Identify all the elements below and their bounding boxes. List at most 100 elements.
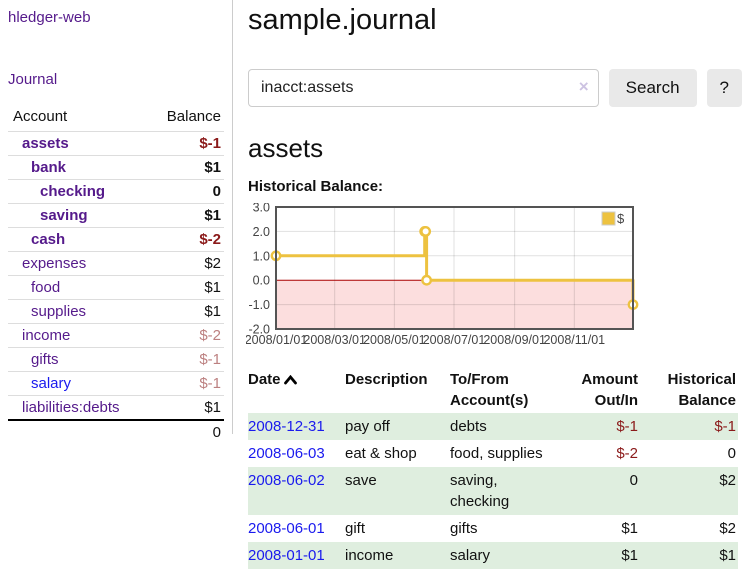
- data-point-marker: [421, 274, 433, 286]
- register-row: 2008-06-02 save saving, checking 0 $2: [248, 466, 738, 515]
- register-row: 2008-12-31 pay off debts $-1 $-1: [248, 412, 738, 440]
- x-axis-tick-label: 2008/09/01: [483, 333, 546, 347]
- accounts-table: Account Balance assets $-1 bank $1 checking 0…: [8, 105, 224, 444]
- register-cell-accounts: salary: [450, 546, 491, 564]
- account-balance: 0: [146, 179, 224, 204]
- accounts-total-row: 0: [8, 419, 224, 444]
- sort-ascending-icon: [283, 374, 297, 385]
- y-axis-tick-label: 1.0: [253, 249, 270, 263]
- register-header-date[interactable]: Date: [248, 369, 345, 413]
- register-cell-amount: $-2: [616, 444, 638, 462]
- account-balance: $2: [146, 251, 224, 276]
- register-header-row: Date Description To/From Account(s) Amou…: [248, 369, 738, 413]
- register-cell-accounts: food, supplies: [450, 444, 543, 462]
- register-cell-description: income: [345, 546, 394, 564]
- register-cell-balance: $-1: [714, 417, 736, 435]
- main-panel: sample.journal × Search ? assets Histori…: [245, 0, 742, 569]
- search-button[interactable]: Search: [608, 68, 697, 107]
- account-link[interactable]: food: [31, 279, 61, 296]
- register-header-amount: Amount Out/In: [581, 370, 638, 409]
- legend-swatch: [601, 211, 616, 226]
- help-button[interactable]: ?: [706, 68, 742, 107]
- register-cell-amount: $1: [621, 519, 638, 537]
- account-row: liabilities:debts $1: [8, 395, 224, 420]
- y-axis-tick-label: -1.0: [248, 298, 270, 312]
- register-row: 2008-01-01 income salary $1 $1: [248, 541, 738, 569]
- account-balance: $-1: [146, 131, 224, 156]
- register-cell-date: 2008-01-01: [248, 542, 345, 569]
- brand-link[interactable]: hledger-web: [8, 9, 91, 26]
- chart-title: Historical Balance:: [248, 177, 384, 195]
- sidebar-nav: Journal: [8, 71, 224, 88]
- search-box: ×: [248, 68, 599, 107]
- search-input[interactable]: [248, 68, 599, 107]
- account-balance: $1: [146, 275, 224, 300]
- account-link[interactable]: expenses: [22, 255, 87, 272]
- y-axis-tick-label: 3.0: [253, 203, 270, 215]
- date-link[interactable]: 2008-12-31: [248, 417, 325, 435]
- register-cell-balance: $2: [719, 519, 736, 537]
- page-title: sample.journal: [248, 4, 437, 36]
- register-cell-description: save: [345, 471, 377, 489]
- date-link[interactable]: 2008-06-03: [248, 444, 325, 462]
- account-link[interactable]: gifts: [31, 351, 59, 368]
- sidebar: hledger-web Journal Account Balance asse…: [0, 0, 233, 444]
- account-balance: $1: [146, 155, 224, 180]
- negative-region: [276, 279, 633, 329]
- register-header-balance: Historical Balance: [667, 370, 736, 409]
- register-cell-date: 2008-06-03: [248, 440, 345, 467]
- account-link[interactable]: supplies: [31, 303, 87, 320]
- register-cell-date: 2008-06-02: [248, 467, 345, 515]
- date-link[interactable]: 2008-06-01: [248, 519, 325, 537]
- account-link[interactable]: saving: [40, 207, 88, 224]
- account-link[interactable]: salary: [31, 375, 72, 392]
- register-cell-balance: $2: [719, 471, 736, 489]
- account-link[interactable]: liabilities:debts: [22, 399, 120, 416]
- account-heading: assets: [248, 132, 324, 163]
- register-cell-description: gift: [345, 519, 366, 537]
- y-axis-tick-label: 0.0: [253, 273, 270, 287]
- x-axis-tick-label: 2008/03/01: [303, 333, 366, 347]
- account-row: cash $-2: [8, 227, 224, 252]
- search-form: × Search ?: [248, 68, 742, 107]
- account-row: saving $1: [8, 203, 224, 228]
- account-balance: $-2: [146, 323, 224, 348]
- clear-search-icon[interactable]: ×: [578, 76, 589, 96]
- account-row: supplies $1: [8, 299, 224, 324]
- x-axis-tick-label: 2008/11/01: [543, 333, 605, 347]
- account-balance: $1: [146, 395, 224, 420]
- account-balance: $-2: [146, 227, 224, 252]
- account-link[interactable]: checking: [40, 183, 106, 200]
- register-header-description: Description: [345, 370, 428, 388]
- register-table: Date Description To/From Account(s) Amou…: [248, 369, 738, 569]
- register-cell-amount: 0: [629, 471, 638, 489]
- plot-border: [275, 205, 634, 330]
- register-cell-amount: $-1: [616, 417, 638, 435]
- account-link[interactable]: cash: [31, 231, 66, 248]
- register-cell-balance: 0: [727, 444, 736, 462]
- account-row: bank $1: [8, 155, 224, 180]
- date-link[interactable]: 2008-06-02: [248, 471, 325, 489]
- register-header-accounts: To/From Account(s): [450, 370, 529, 409]
- register-cell-accounts: gifts: [450, 519, 478, 537]
- data-point-marker: [420, 225, 432, 237]
- account-link[interactable]: income: [22, 327, 71, 344]
- account-row: food $1: [8, 275, 224, 300]
- sidebar-item-journal[interactable]: Journal: [8, 71, 58, 88]
- account-link[interactable]: assets: [22, 135, 69, 152]
- account-balance: $1: [146, 299, 224, 324]
- account-row: expenses $2: [8, 251, 224, 276]
- account-row: assets $-1: [8, 131, 224, 156]
- account-balance: $-1: [146, 347, 224, 372]
- accounts-header-account: Account: [13, 108, 68, 125]
- balance-chart-svg: $3.0 2.0 1.0 0.0 -1.0 -2.02008/01/012008/03/0…: [245, 200, 639, 347]
- y-axis-tick-label: 2.0: [253, 225, 270, 239]
- legend-label: $: [617, 211, 625, 226]
- account-balance: $-1: [146, 371, 224, 396]
- accounts-total-balance: 0: [146, 419, 224, 444]
- register-row: 2008-06-03 eat & shop food, supplies $-2 0: [248, 440, 738, 467]
- account-link[interactable]: bank: [31, 159, 67, 176]
- account-row: salary $-1: [8, 371, 224, 396]
- date-link[interactable]: 2008-01-01: [248, 546, 325, 564]
- account-row: income $-2: [8, 323, 224, 348]
